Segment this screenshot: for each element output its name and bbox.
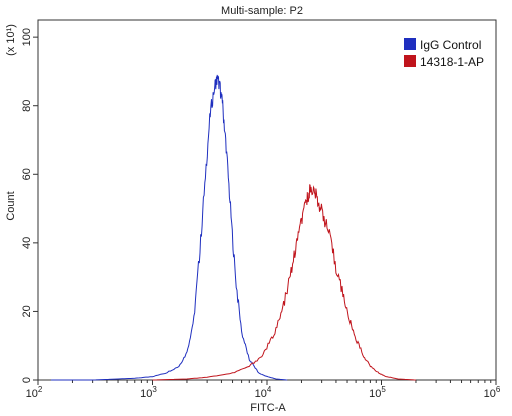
- legend-label-igg-control: IgG Control: [420, 38, 481, 52]
- series-line-14318-1-ap: [152, 184, 417, 381]
- y-tick-label-5: 100: [21, 28, 33, 46]
- legend-swatch-14318-1-ap: [404, 55, 416, 67]
- series-line-igg-control: [51, 74, 288, 381]
- plot-frame: [37, 19, 497, 381]
- x-axis-title: FITC-A: [250, 402, 286, 414]
- y-tick-label-3: 60: [21, 168, 33, 180]
- y-multiplier-label: (x 10¹): [5, 24, 17, 56]
- x-tick-label-3: 105: [369, 385, 386, 400]
- x-tick-label-0: 102: [26, 385, 43, 400]
- y-tick-label-0: 0: [21, 377, 33, 383]
- legend-label-14318-1-ap: 14318-1-AP: [420, 55, 484, 69]
- chart-title: Multi-sample: P2: [221, 5, 303, 17]
- legend-swatch-igg-control: [404, 38, 416, 50]
- x-tick-label-1: 103: [140, 385, 157, 400]
- y-axis-title: Count: [5, 191, 17, 220]
- y-tick-label-4: 80: [21, 100, 33, 112]
- y-tick-label-1: 20: [21, 305, 33, 317]
- y-tick-label-2: 40: [21, 237, 33, 249]
- x-tick-label-4: 106: [484, 385, 501, 400]
- legend: IgG Control 14318-1-AP: [404, 38, 484, 69]
- x-tick-label-2: 104: [255, 385, 272, 400]
